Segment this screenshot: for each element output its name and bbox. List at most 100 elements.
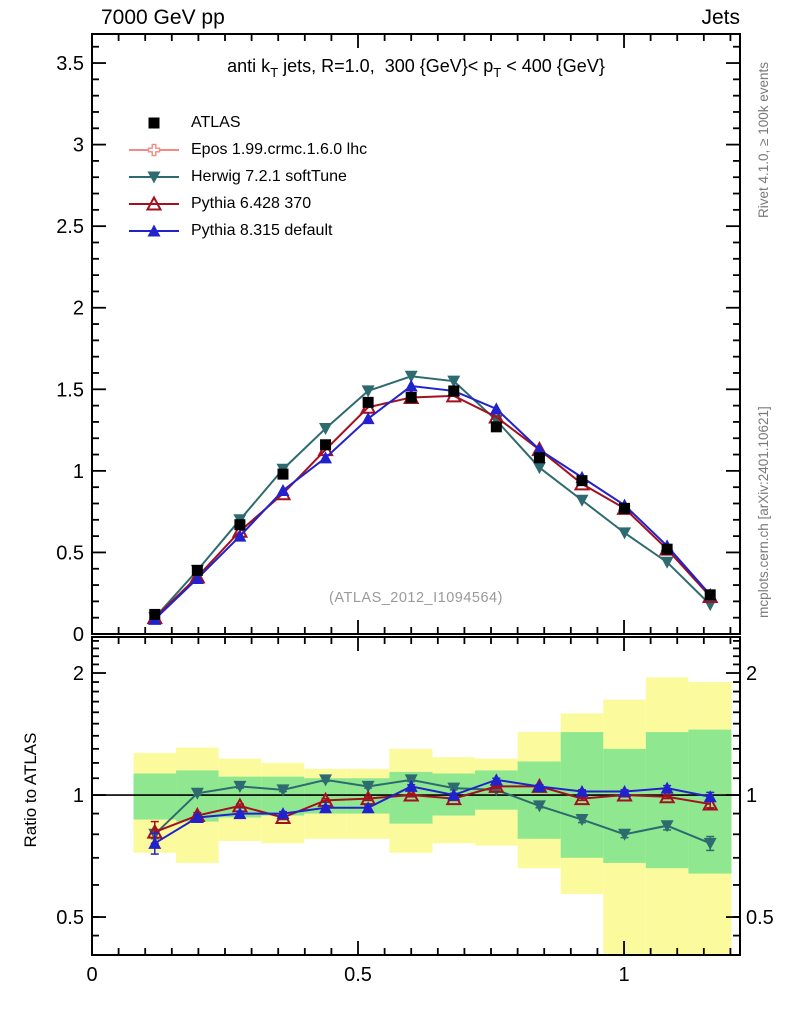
marker-triangle-down bbox=[660, 556, 674, 569]
analysis-group-label: Jets bbox=[701, 6, 740, 29]
rivet-version-note: Rivet 4.1.0, ≥ 100k events bbox=[756, 62, 771, 218]
data-marker-square bbox=[533, 452, 545, 464]
marker-triangle-up bbox=[148, 836, 162, 849]
ratio-y-tick-label-left: 0.5 bbox=[56, 907, 84, 929]
marker-triangle-open bbox=[573, 789, 591, 806]
marker-triangle-up bbox=[276, 807, 290, 820]
marker-triangle-up bbox=[489, 402, 503, 415]
main-y-tick-label: 0.5 bbox=[56, 542, 84, 564]
marker-triangle-up bbox=[147, 224, 161, 236]
marker-triangle-down bbox=[703, 837, 717, 850]
marker-triangle-up bbox=[319, 451, 333, 464]
main-y-tick-label: 3.5 bbox=[56, 53, 84, 75]
series-line bbox=[154, 394, 711, 619]
data-marker-square bbox=[490, 421, 502, 433]
marker-triangle-down bbox=[147, 171, 161, 183]
data-marker-square bbox=[661, 543, 673, 555]
marker-triangle-down bbox=[447, 375, 461, 388]
legend-entry: Pythia 8.315 default bbox=[128, 217, 367, 244]
ratio-axis-title: Ratio to ATLAS bbox=[21, 732, 40, 848]
marker-triangle-up bbox=[404, 379, 418, 392]
title-part: < 400 {GeV} bbox=[501, 56, 605, 76]
marker-triangle-open bbox=[403, 786, 420, 802]
legend-entry: ATLAS bbox=[128, 109, 367, 136]
marker-triangle-up bbox=[233, 529, 247, 542]
data-marker-square bbox=[576, 475, 588, 487]
marker-triangle-down bbox=[532, 462, 546, 475]
x-tick-label: 0 bbox=[86, 964, 97, 986]
marker-triangle-down bbox=[660, 820, 674, 833]
marker-triangle-down bbox=[618, 828, 632, 841]
marker-triangle-down bbox=[404, 370, 418, 383]
marker-triangle-up bbox=[532, 443, 546, 456]
marker-triangle-down bbox=[361, 385, 375, 398]
legend-marker-icon bbox=[129, 171, 179, 183]
x-tick-label: 1 bbox=[618, 964, 629, 986]
series-line bbox=[154, 384, 711, 621]
ratio-y-tick-label-right: 0.5 bbox=[746, 907, 774, 929]
legend-label: Herwig 7.2.1 softTune bbox=[191, 167, 347, 185]
marker-triangle-up bbox=[532, 779, 546, 792]
marker-triangle-down bbox=[233, 780, 247, 793]
marker-triangle-open bbox=[145, 194, 163, 210]
legend-entry: Pythia 6.428 370 bbox=[128, 190, 367, 217]
marker-triangle-up bbox=[447, 788, 461, 801]
marker-cross-open bbox=[147, 143, 161, 156]
marker-triangle-open bbox=[702, 795, 719, 811]
uncertainty-band bbox=[603, 748, 646, 863]
marker-triangle-down bbox=[190, 787, 204, 800]
marker-triangle-open bbox=[658, 788, 676, 804]
ratio-series-line bbox=[154, 778, 711, 845]
data-marker-square bbox=[320, 439, 332, 451]
beam-label: 7000 GeV pp bbox=[101, 6, 225, 29]
title-part: anti k bbox=[227, 56, 271, 76]
marker-triangle-up bbox=[361, 412, 375, 425]
legend-marker-icon bbox=[129, 194, 179, 210]
legend-marker-icon bbox=[129, 143, 179, 156]
legend: ATLAS Epos 1.99.crmc.1.6.0 lhc Herwig 7.2.… bbox=[128, 109, 367, 244]
legend-marker-icon bbox=[129, 224, 179, 236]
marker-triangle-up bbox=[276, 483, 290, 496]
main-y-tick-label: 1 bbox=[73, 461, 84, 483]
ratio-y-tick-label-right: 1 bbox=[746, 785, 757, 807]
marker-triangle-down bbox=[575, 814, 589, 827]
marker-triangle-up bbox=[190, 811, 204, 824]
marker-triangle-up bbox=[575, 785, 589, 798]
legend-entry: Epos 1.99.crmc.1.6.0 lhc bbox=[128, 136, 367, 163]
marker-triangle-up bbox=[660, 781, 674, 794]
data-marker-square bbox=[277, 468, 289, 480]
marker-triangle-up bbox=[703, 790, 717, 803]
main-y-tick-label: 1.5 bbox=[56, 379, 84, 401]
main-y-tick-label: 2 bbox=[73, 298, 84, 320]
ratio-y-tick-label-left: 1 bbox=[73, 785, 84, 807]
marker-triangle-up bbox=[233, 807, 247, 820]
legend-entry: Herwig 7.2.1 softTune bbox=[128, 163, 367, 190]
mcplots-arxiv-note: mcplots.cern.ch [arXiv:2401.10621] bbox=[756, 406, 771, 618]
plot-title: anti kT jets, R=1.0, 300 {GeV}< pT < 400… bbox=[92, 56, 740, 80]
legend-label: ATLAS bbox=[191, 113, 241, 131]
marker-triangle-down bbox=[276, 784, 290, 797]
marker-triangle-down bbox=[319, 422, 333, 435]
marker-triangle-up bbox=[190, 572, 204, 585]
series-line bbox=[154, 375, 711, 619]
analysis-id-watermark: (ATLAS_2012_I1094564) bbox=[329, 590, 503, 606]
data-marker-square bbox=[234, 519, 246, 531]
marker-triangle-up bbox=[489, 773, 503, 786]
title-subscript: T bbox=[270, 65, 279, 80]
title-subscript: T bbox=[493, 65, 502, 80]
uncertainty-band bbox=[133, 773, 177, 820]
marker-triangle-down bbox=[361, 780, 375, 793]
data-marker-square bbox=[148, 117, 160, 128]
data-marker-square bbox=[619, 502, 631, 514]
ratio-y-tick-label-left: 2 bbox=[73, 663, 84, 685]
ratio-panel-frame bbox=[91, 636, 741, 956]
ratio-series-line bbox=[154, 785, 711, 834]
main-panel-frame bbox=[91, 33, 741, 635]
main-y-tick-label: 2.5 bbox=[56, 216, 84, 238]
main-y-tick-label: 0 bbox=[73, 624, 84, 646]
data-marker-square bbox=[191, 564, 203, 576]
marker-triangle-up bbox=[618, 785, 632, 798]
marker-triangle-down bbox=[319, 774, 333, 787]
